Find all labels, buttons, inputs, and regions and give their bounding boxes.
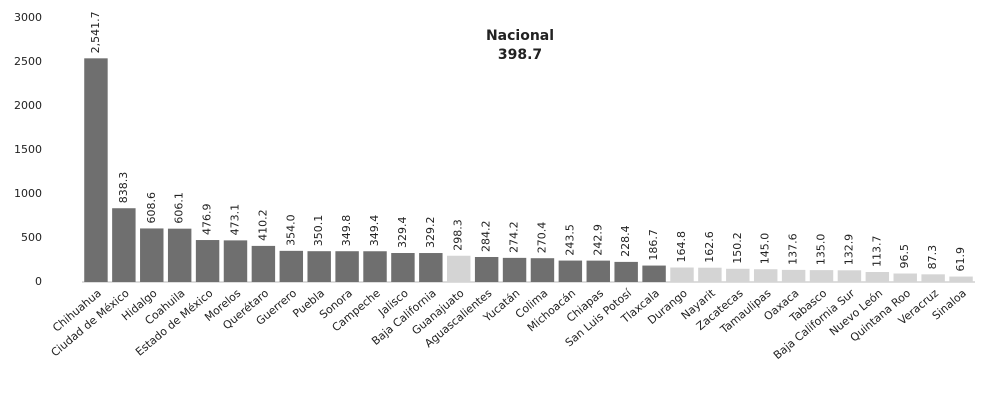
value-label: 298.3 — [452, 219, 465, 251]
bar — [307, 251, 331, 282]
bar — [363, 251, 387, 282]
bar — [865, 271, 890, 282]
value-label: 135.0 — [815, 234, 828, 266]
bar — [167, 228, 192, 282]
value-label: 164.8 — [675, 231, 688, 263]
bar — [530, 258, 555, 282]
value-label: 284.2 — [480, 220, 493, 252]
value-label: 349.4 — [368, 215, 381, 247]
annotation-name: Nacional — [486, 28, 554, 44]
bar — [809, 270, 834, 282]
y-tick-label: 2500 — [14, 55, 42, 68]
value-label: 145.0 — [759, 233, 772, 265]
bar — [195, 240, 220, 282]
bar — [586, 260, 610, 282]
bar — [726, 268, 750, 282]
bar — [223, 240, 248, 282]
bar — [753, 269, 778, 282]
bar — [140, 228, 164, 282]
bar — [781, 269, 806, 282]
value-label: 243.5 — [563, 224, 576, 256]
value-label: 132.9 — [842, 234, 855, 266]
value-label: 608.6 — [145, 192, 158, 224]
y-tick-label: 0 — [35, 275, 42, 288]
value-label: 329.4 — [396, 217, 409, 249]
bar — [279, 250, 304, 282]
value-label: 186.7 — [647, 229, 660, 261]
bar — [698, 267, 722, 282]
bar — [447, 255, 471, 282]
value-label: 349.8 — [340, 215, 353, 247]
bar — [949, 276, 973, 282]
value-label: 87.3 — [926, 245, 939, 270]
annotation-value: 398.7 — [498, 47, 542, 63]
value-label: 410.2 — [256, 209, 269, 241]
value-label: 162.6 — [703, 231, 716, 263]
value-label: 476.9 — [201, 204, 214, 236]
value-label: 274.2 — [508, 221, 521, 253]
y-tick-label: 2000 — [14, 99, 42, 112]
value-label: 270.4 — [535, 222, 548, 254]
y-tick-label: 1000 — [14, 187, 42, 200]
value-label: 329.2 — [424, 217, 437, 249]
bar — [558, 260, 583, 282]
value-label: 473.1 — [228, 204, 241, 236]
bar — [642, 265, 666, 282]
value-label: 228.4 — [619, 225, 632, 257]
bar — [474, 256, 499, 282]
bar — [112, 208, 136, 282]
bar — [502, 257, 527, 282]
y-tick-label: 500 — [21, 231, 42, 244]
value-label: 61.9 — [954, 247, 967, 272]
bar — [837, 270, 862, 282]
bar — [419, 253, 443, 282]
value-label: 242.9 — [591, 224, 604, 256]
value-label: 838.3 — [117, 172, 130, 204]
y-tick-label: 1500 — [14, 143, 42, 156]
bar — [391, 253, 415, 282]
bar — [893, 273, 917, 282]
value-label: 354.0 — [284, 214, 297, 246]
value-label: 96.5 — [898, 244, 911, 269]
bar — [251, 245, 276, 282]
value-label: 150.2 — [731, 232, 744, 264]
bar — [84, 58, 108, 282]
bar — [614, 261, 638, 282]
value-label: 2,541.7 — [89, 11, 102, 53]
bar — [921, 274, 945, 282]
y-tick-label: 3000 — [14, 11, 42, 24]
value-label: 113.7 — [870, 235, 883, 267]
bar — [335, 251, 359, 282]
value-label: 606.1 — [173, 192, 186, 224]
bar — [670, 267, 694, 282]
value-label: 350.1 — [312, 215, 325, 247]
value-label: 137.6 — [787, 233, 800, 265]
